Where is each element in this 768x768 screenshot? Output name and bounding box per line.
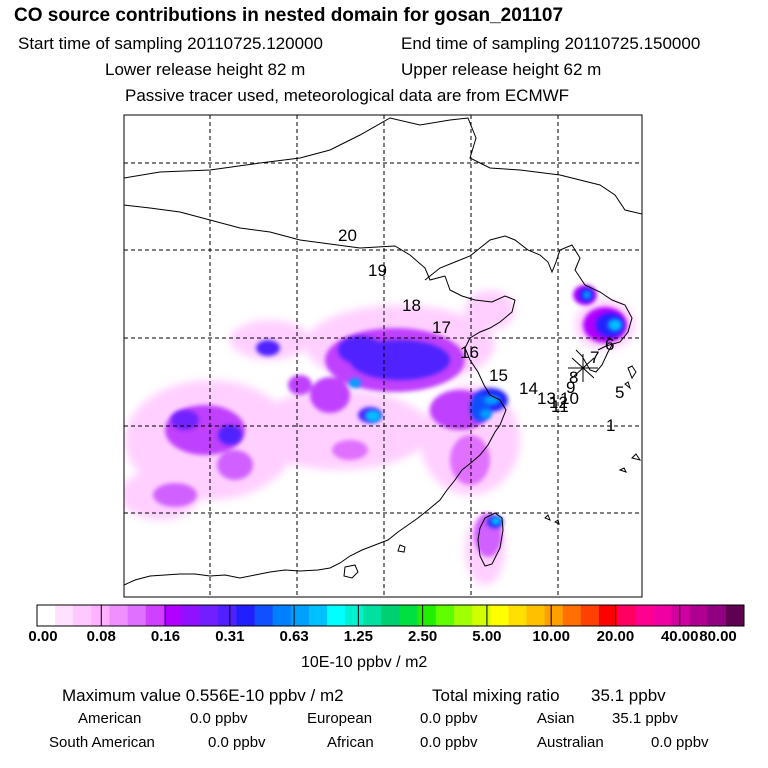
lower-release-label: Lower release height 82 m [105,60,306,79]
colorbar-swatch [218,605,237,626]
colorbar-swatch [145,605,165,626]
end-time-label: End time of sampling 20110725.150000 [401,34,701,53]
colorbar-swatch [490,605,509,626]
south-american-label: South American [49,734,155,751]
colorbar-swatch [453,605,473,626]
colorbar-unit: 10E-10 ppbv / m2 [301,654,428,671]
colorbar-swatch [272,605,292,626]
colorbar-swatch [127,605,147,626]
trajectory-label: 20 [338,226,357,245]
colorbar-swatch [598,605,618,626]
colorbar-swatch [73,605,92,626]
trajectory-label: 1 [606,416,615,435]
colorbar-swatch [345,605,364,626]
trajectory-label: 11 [551,397,569,416]
colorbar-swatch [182,605,201,626]
asian-label: Asian [537,710,575,727]
start-time-label: Start time of sampling 20110725.120000 [18,34,323,53]
trajectory-label: 17 [432,318,451,337]
colorbar-swatch [472,605,491,626]
american-label: American [78,710,142,727]
colorbar-tick-label: 80.00 [699,628,737,645]
coastlines [124,117,642,586]
trajectory-label: 8 [569,368,578,387]
colorbar-tick-label: 0.16 [150,628,181,645]
african-label: African [327,734,374,751]
colorbar-swatch [580,605,600,626]
colorbar-swatch [635,605,654,626]
european-value: 0.0 ppbv [420,710,478,727]
trajectory-label: 19 [368,261,387,280]
colorbar-tick-label: 0.08 [86,628,116,645]
african-value: 0.0 ppbv [420,734,478,751]
colorbar-tick-label: 0.63 [279,628,309,645]
colorbar-swatch [544,605,564,626]
upper-release-label: Upper release height 62 m [401,60,602,79]
colorbar-swatch [163,605,183,626]
colorbar-swatch [653,605,672,626]
trajectory-label: 7 [590,348,599,367]
trajectory-label: 10 [560,389,579,408]
south-american-value: 0.0 ppbv [208,734,266,751]
colorbar-swatch [707,605,727,626]
colorbar-swatch [435,605,455,626]
colorbar-swatch [725,605,745,626]
colorbar-swatch [562,605,582,626]
colorbar-swatch [671,605,691,626]
trajectory-label: 16 [460,343,479,362]
colorbar-swatch [363,605,382,626]
trajectory-label: 9 [566,378,575,397]
american-value: 0.0 ppbv [190,710,248,727]
colorbar-swatch [254,605,274,626]
map-frame [123,114,643,598]
plume-peaks [349,291,622,525]
colorbar-swatch [236,605,256,626]
australian-value: 0.0 ppbv [651,734,709,751]
colorbar-swatch [200,605,219,626]
trajectory-label: 15 [489,366,508,385]
colorbar-tick-label: 40.00 [660,628,699,645]
colorbar-swatch [526,605,546,626]
colorbar-swatch [417,605,437,626]
colorbar-tick-label: 0.31 [215,628,245,645]
colorbar-tick-label: 20.00 [596,628,635,645]
trajectory-label: 14 [519,379,538,398]
map-gridlines [124,115,642,597]
colorbar-frame [36,604,745,627]
colorbar-swatch [399,605,419,626]
colorbar-tick-label: 10.00 [532,628,570,645]
tracer-note: Passive tracer used, meteorological data… [125,86,570,105]
trajectory-label: 5 [615,383,624,402]
asian-value: 35.1 ppbv [612,710,678,727]
colorbar-swatch [91,605,111,626]
european-label: European [307,710,373,727]
colorbar-swatch [689,605,709,626]
total-mixing-value: 35.1 ppbv [591,686,666,705]
chart-title: CO source contributions in nested domain… [14,5,564,26]
maximum-value: Maximum value 0.556E-10 ppbv / m2 [62,686,344,705]
trajectory-label: 6 [605,335,614,354]
total-mixing-label: Total mixing ratio [432,686,560,705]
colorbar-swatch [109,605,129,626]
colorbar-swatch [37,605,56,626]
colorbar-tick-label: 1.25 [343,628,373,645]
release-marker [568,354,598,382]
colorbar-swatch [290,605,310,626]
colorbar-swatch [308,605,328,626]
colorbar-swatch [381,605,401,626]
trajectory-label: 13 [537,389,556,408]
colorbar-swatch [327,605,346,626]
colorbar-swatch [508,605,527,626]
colorbar-tick-label: 2.50 [408,628,438,645]
australian-label: Australian [537,734,604,751]
trajectory-label: 12 [549,393,568,412]
colorbar-tick-label: 5.00 [472,628,502,645]
colorbar-swatch [617,605,636,626]
colorbar-swatch [55,605,74,626]
trajectory-label: 18 [402,296,421,315]
colorbar-tick-label: 0.00 [28,628,58,645]
